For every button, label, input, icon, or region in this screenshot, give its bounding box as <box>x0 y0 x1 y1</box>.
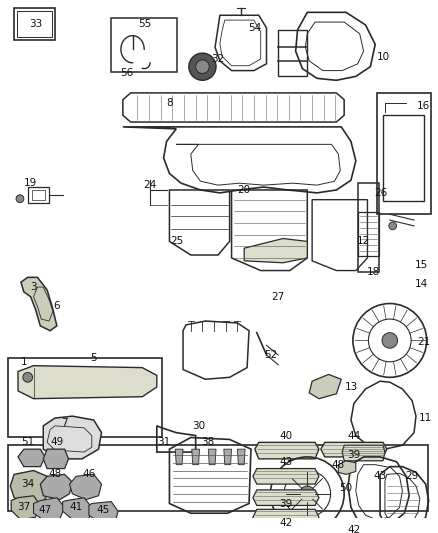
Text: 19: 19 <box>24 178 37 188</box>
Text: 14: 14 <box>414 279 427 289</box>
Text: 48: 48 <box>331 459 344 470</box>
Polygon shape <box>252 510 318 525</box>
Text: 37: 37 <box>17 503 30 512</box>
Bar <box>357 212 378 256</box>
Polygon shape <box>21 277 57 330</box>
Polygon shape <box>342 445 384 461</box>
Text: 45: 45 <box>97 505 110 515</box>
Text: 32: 32 <box>211 54 224 64</box>
Text: 52: 52 <box>263 350 276 360</box>
Text: 31: 31 <box>157 438 170 447</box>
Text: 26: 26 <box>374 188 387 198</box>
Bar <box>14 9 55 39</box>
Bar <box>28 187 49 203</box>
Polygon shape <box>43 416 101 459</box>
Polygon shape <box>69 474 101 499</box>
Polygon shape <box>88 502 118 525</box>
Text: 27: 27 <box>271 292 284 302</box>
Text: 5: 5 <box>90 353 97 363</box>
Bar <box>8 445 427 511</box>
Circle shape <box>388 222 396 230</box>
Polygon shape <box>244 238 307 263</box>
Bar <box>8 358 161 438</box>
Polygon shape <box>18 366 156 399</box>
Text: 7: 7 <box>61 418 68 428</box>
Text: 42: 42 <box>279 518 292 528</box>
Text: 16: 16 <box>416 101 429 110</box>
Text: 47: 47 <box>39 505 52 515</box>
Circle shape <box>188 53 215 80</box>
Polygon shape <box>252 469 318 484</box>
Text: 29: 29 <box>405 471 418 481</box>
Circle shape <box>195 60 209 74</box>
Polygon shape <box>237 449 244 465</box>
Polygon shape <box>208 449 215 465</box>
Bar <box>357 183 378 272</box>
Text: 8: 8 <box>166 98 173 108</box>
Bar <box>376 93 430 214</box>
Text: 49: 49 <box>50 438 64 447</box>
Polygon shape <box>308 374 340 399</box>
Polygon shape <box>320 442 386 457</box>
Polygon shape <box>191 449 199 465</box>
Polygon shape <box>223 449 231 465</box>
Text: 1: 1 <box>21 357 27 367</box>
Text: 43: 43 <box>373 471 386 481</box>
Polygon shape <box>63 498 92 521</box>
Text: 11: 11 <box>418 413 431 423</box>
Circle shape <box>381 333 397 348</box>
Text: 18: 18 <box>366 268 379 278</box>
Polygon shape <box>342 530 384 533</box>
Text: 55: 55 <box>138 19 152 29</box>
Bar <box>17 11 52 37</box>
Text: 50: 50 <box>339 483 352 493</box>
Text: 54: 54 <box>247 23 261 33</box>
Circle shape <box>299 486 314 502</box>
Polygon shape <box>43 449 68 469</box>
Text: 6: 6 <box>53 302 60 311</box>
Text: 51: 51 <box>21 438 34 447</box>
Text: 44: 44 <box>346 431 360 441</box>
Text: 43: 43 <box>279 457 292 467</box>
Text: 3: 3 <box>30 282 37 292</box>
Text: 39: 39 <box>346 450 360 460</box>
Text: 30: 30 <box>191 421 205 431</box>
Circle shape <box>23 373 32 382</box>
Text: 38: 38 <box>201 438 215 447</box>
Polygon shape <box>252 490 318 505</box>
Polygon shape <box>254 442 318 459</box>
Text: 42: 42 <box>346 524 360 533</box>
Polygon shape <box>40 474 72 499</box>
Bar <box>382 115 423 200</box>
Text: 39: 39 <box>279 498 292 508</box>
Polygon shape <box>11 496 40 520</box>
Text: 12: 12 <box>356 237 369 246</box>
Text: 15: 15 <box>414 260 427 270</box>
Text: 34: 34 <box>21 479 34 489</box>
Polygon shape <box>10 471 50 504</box>
Text: 25: 25 <box>170 237 184 246</box>
Text: 13: 13 <box>343 382 357 392</box>
Text: 33: 33 <box>29 19 42 29</box>
Text: 41: 41 <box>70 503 83 512</box>
Polygon shape <box>33 498 64 521</box>
Text: 46: 46 <box>82 470 95 479</box>
Text: 24: 24 <box>143 180 156 190</box>
Polygon shape <box>252 527 318 533</box>
Text: 10: 10 <box>375 52 389 62</box>
Text: 40: 40 <box>279 431 292 441</box>
Text: 56: 56 <box>120 69 133 78</box>
Text: 48: 48 <box>48 470 61 479</box>
Polygon shape <box>338 461 355 474</box>
Bar <box>111 18 177 71</box>
Circle shape <box>16 195 24 203</box>
Bar <box>32 190 45 200</box>
Text: 20: 20 <box>237 185 250 195</box>
Polygon shape <box>18 449 45 466</box>
Polygon shape <box>175 449 183 465</box>
Text: 21: 21 <box>416 337 429 348</box>
